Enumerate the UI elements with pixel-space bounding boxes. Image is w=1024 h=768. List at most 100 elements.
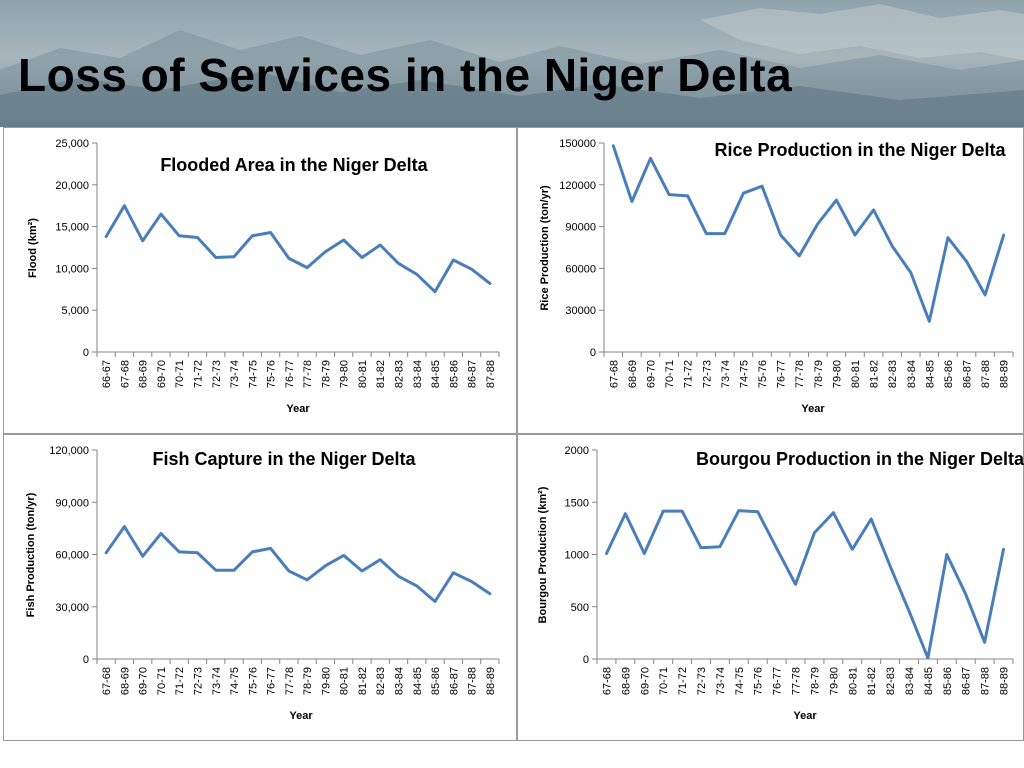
data-point <box>680 509 684 513</box>
y-tick-label: 60,000 <box>55 550 89 562</box>
data-point <box>756 510 759 513</box>
data-point <box>742 191 745 195</box>
data-point <box>379 558 382 561</box>
data-point <box>178 234 181 237</box>
page-title: Loss of Services in the Niger Delta <box>18 49 793 101</box>
x-tick-label: 86-87 <box>962 360 974 388</box>
data-point <box>1002 548 1005 551</box>
x-tick-label: 81-82 <box>869 360 881 388</box>
x-tick-label: 86-87 <box>467 360 479 388</box>
mountain-background-image <box>0 4 1024 127</box>
data-point <box>287 569 291 573</box>
data-point <box>214 568 217 572</box>
x-tick-label: 73-74 <box>715 667 727 695</box>
x-axis-label: Year <box>289 710 313 722</box>
y-tick-label: 500 <box>571 602 589 614</box>
data-point <box>888 564 892 568</box>
x-tick-label: 85-86 <box>943 360 955 388</box>
data-point <box>779 233 782 237</box>
x-tick-label: 69-70 <box>156 360 168 388</box>
y-axis-label: Flood (km²) <box>27 218 39 278</box>
series-line <box>605 509 1005 660</box>
data-point <box>214 256 217 259</box>
data-point <box>869 517 873 521</box>
x-tick-label: 75-76 <box>247 667 259 695</box>
x-tick-label: 72-73 <box>696 667 708 695</box>
y-tick-label: 0 <box>83 347 89 359</box>
x-tick-label: 79-80 <box>831 360 843 388</box>
x-tick-label: 66-67 <box>101 360 113 388</box>
x-tick-label: 85-86 <box>448 360 460 388</box>
data-point <box>123 204 126 207</box>
x-tick-label: 69-70 <box>645 360 657 388</box>
flooded-area-chart: Flooded Area in the Niger Delta 0 5,000 10,… <box>27 138 500 415</box>
x-tick-label: 75-76 <box>757 360 769 388</box>
x-tick-label: 70-71 <box>156 667 168 695</box>
data-point <box>798 254 801 258</box>
x-tick-label: 72-73 <box>211 360 223 388</box>
x-tick-label: 79-80 <box>320 667 332 695</box>
x-tick-label: 86-87 <box>961 667 973 695</box>
x-tick-label: 74-75 <box>734 667 746 695</box>
x-tick-label: 75-76 <box>753 667 765 695</box>
x-tick-label: 82-83 <box>885 667 897 695</box>
x-tick-label: 88-89 <box>485 667 497 695</box>
data-point <box>835 198 838 202</box>
data-point <box>287 257 291 260</box>
data-point <box>909 271 912 274</box>
data-point <box>159 212 163 216</box>
x-tick-label: 84-85 <box>923 667 935 695</box>
data-point <box>178 550 181 554</box>
data-point <box>397 262 400 265</box>
y-tick-label: 25,000 <box>55 138 89 150</box>
data-point <box>397 575 400 578</box>
data-point <box>305 266 309 269</box>
x-tick-label: 74-75 <box>229 667 241 695</box>
data-point <box>324 564 327 568</box>
y-tick-label: 30,000 <box>55 602 89 614</box>
x-tick-label: 80-81 <box>847 667 859 695</box>
y-tick-label: 10,000 <box>55 263 89 275</box>
data-point <box>452 258 455 262</box>
x-tick-label: 68-69 <box>119 667 131 695</box>
chart-title: Rice Production in the Niger Delta <box>714 140 1006 160</box>
series-line <box>611 144 1006 323</box>
x-tick-label: 69-70 <box>639 667 651 695</box>
x-tick-label: 87-88 <box>980 667 992 695</box>
x-tick-label: 85-86 <box>942 667 954 695</box>
data-point <box>470 268 473 271</box>
data-point <box>965 260 968 263</box>
x-tick-label: 68-69 <box>627 360 639 388</box>
data-point <box>415 584 418 588</box>
y-tick-label: 1500 <box>565 497 589 509</box>
x-tick-label: 76-77 <box>284 360 296 388</box>
x-tick-label: 74-75 <box>247 360 259 388</box>
data-point <box>433 290 437 294</box>
x-tick-label: 82-83 <box>394 360 406 388</box>
y-tick-label: 90,000 <box>55 497 89 509</box>
y-tick-label: 15,000 <box>55 222 89 234</box>
y-tick-label: 2000 <box>565 445 589 457</box>
x-tick-label: 67-68 <box>601 667 613 695</box>
data-point <box>379 243 382 247</box>
x-tick-label: 77-78 <box>302 360 314 388</box>
data-point <box>141 239 144 243</box>
x-tick-label: 67-68 <box>608 360 620 388</box>
data-point <box>141 555 144 558</box>
data-point <box>196 551 199 554</box>
data-point <box>415 273 418 276</box>
data-point <box>324 250 327 253</box>
x-tick-label: 70-71 <box>658 667 670 695</box>
data-point <box>123 525 126 528</box>
data-point <box>928 320 931 323</box>
chart-title: Flooded Area in the Niger Delta <box>160 155 428 175</box>
data-point <box>433 600 437 603</box>
x-tick-label: 83-84 <box>904 667 916 695</box>
y-tick-label: 150000 <box>559 138 596 150</box>
data-point <box>630 200 634 203</box>
x-tick-label: 70-71 <box>174 360 186 388</box>
data-point <box>360 256 364 259</box>
data-point <box>832 511 835 514</box>
data-point <box>470 580 473 583</box>
y-axis-label: Rice Production (ton/yr) <box>539 185 551 311</box>
